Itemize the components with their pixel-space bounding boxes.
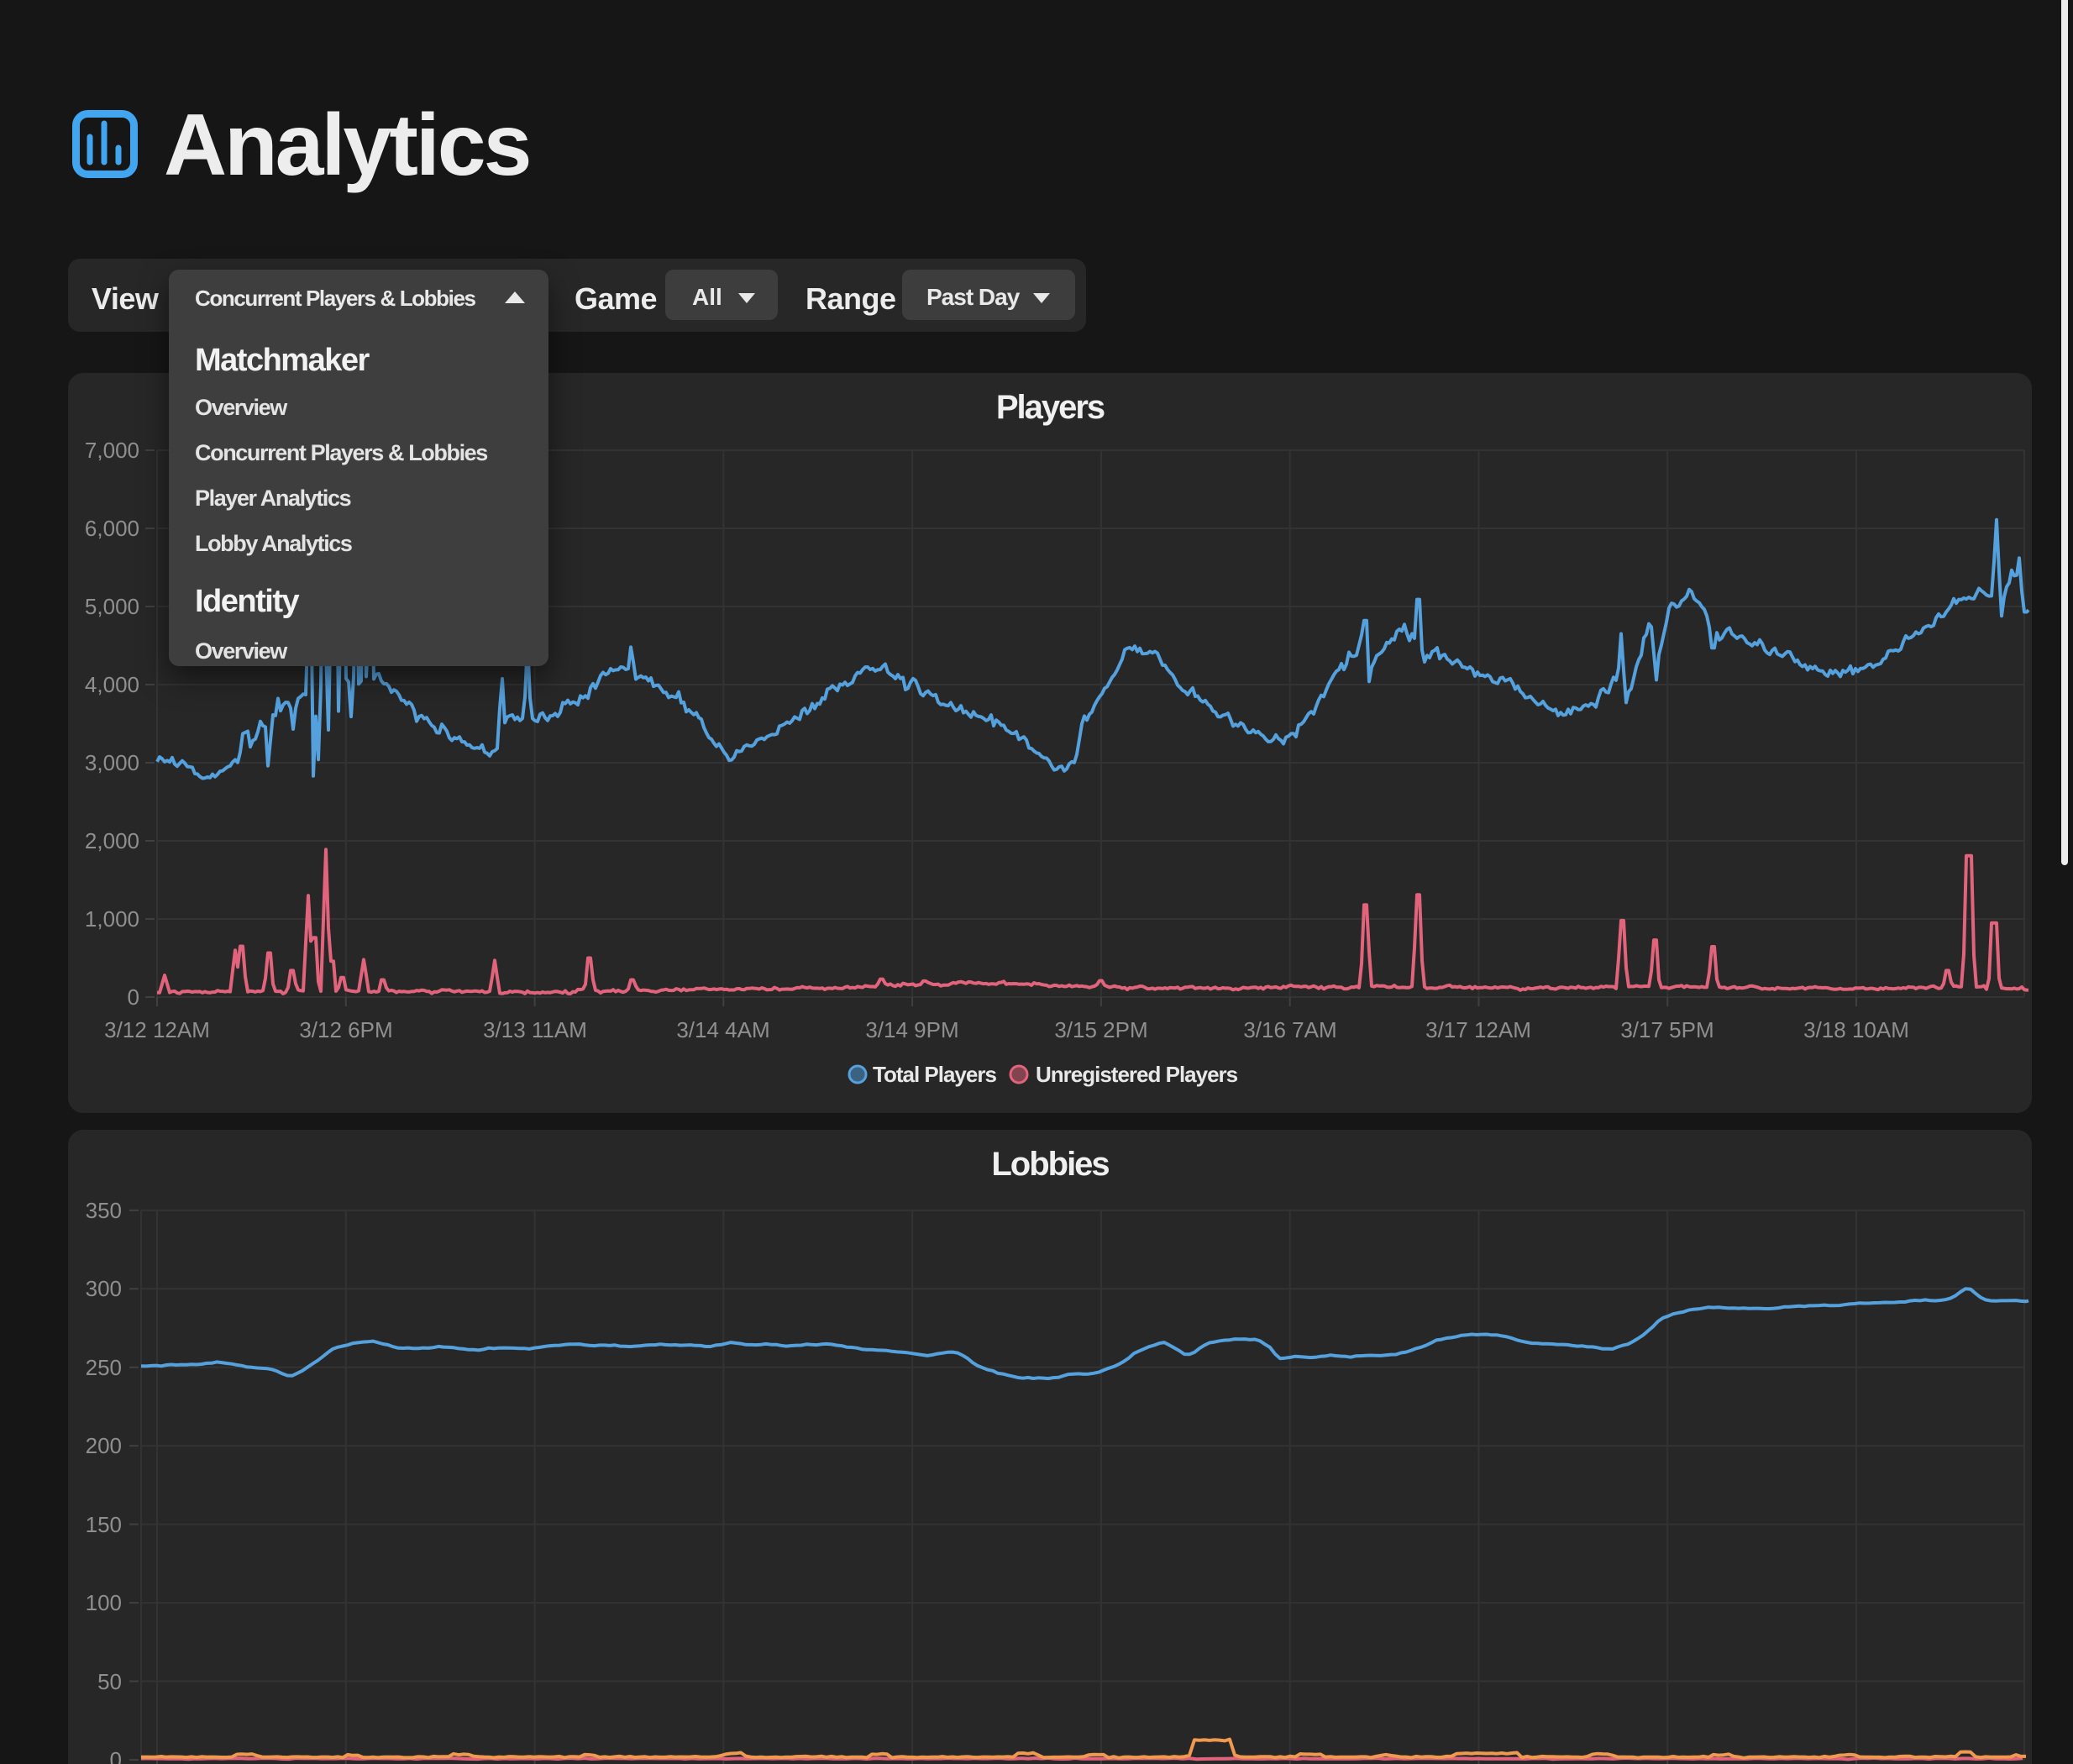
svg-text:Lobbies: Lobbies — [991, 1146, 1109, 1183]
svg-text:0: 0 — [128, 984, 139, 1010]
svg-text:3/13 11AM: 3/13 11AM — [483, 1017, 587, 1042]
svg-text:5,000: 5,000 — [85, 594, 139, 619]
svg-text:3,000: 3,000 — [85, 750, 139, 775]
svg-text:7,000: 7,000 — [85, 438, 139, 463]
svg-text:3/15 2PM: 3/15 2PM — [1054, 1017, 1147, 1042]
svg-text:3/16 7AM: 3/16 7AM — [1243, 1017, 1336, 1042]
svg-text:Unregistered Players: Unregistered Players — [1036, 1062, 1238, 1087]
svg-text:300: 300 — [86, 1276, 122, 1301]
svg-text:Players: Players — [996, 389, 1105, 426]
svg-text:3/14 4AM: 3/14 4AM — [676, 1017, 769, 1042]
svg-text:3/18 10AM: 3/18 10AM — [1803, 1017, 1909, 1042]
svg-text:1,000: 1,000 — [85, 906, 139, 932]
svg-text:50: 50 — [97, 1669, 122, 1694]
svg-text:350: 350 — [86, 1198, 122, 1223]
svg-text:6,000: 6,000 — [85, 516, 139, 541]
svg-text:100: 100 — [86, 1590, 122, 1615]
svg-text:3/17 5PM: 3/17 5PM — [1620, 1017, 1714, 1042]
svg-text:250: 250 — [86, 1355, 122, 1380]
svg-text:3/14 9PM: 3/14 9PM — [865, 1017, 958, 1042]
svg-text:3/12 6PM: 3/12 6PM — [299, 1017, 392, 1042]
svg-text:0: 0 — [110, 1747, 122, 1764]
svg-text:200: 200 — [86, 1433, 122, 1458]
svg-text:150: 150 — [86, 1512, 122, 1537]
svg-text:3/12 12AM: 3/12 12AM — [104, 1017, 210, 1042]
svg-text:2,000: 2,000 — [85, 828, 139, 853]
svg-text:3/17 12AM: 3/17 12AM — [1425, 1017, 1531, 1042]
svg-text:4,000: 4,000 — [85, 672, 139, 697]
svg-text:Total Players: Total Players — [873, 1062, 996, 1087]
